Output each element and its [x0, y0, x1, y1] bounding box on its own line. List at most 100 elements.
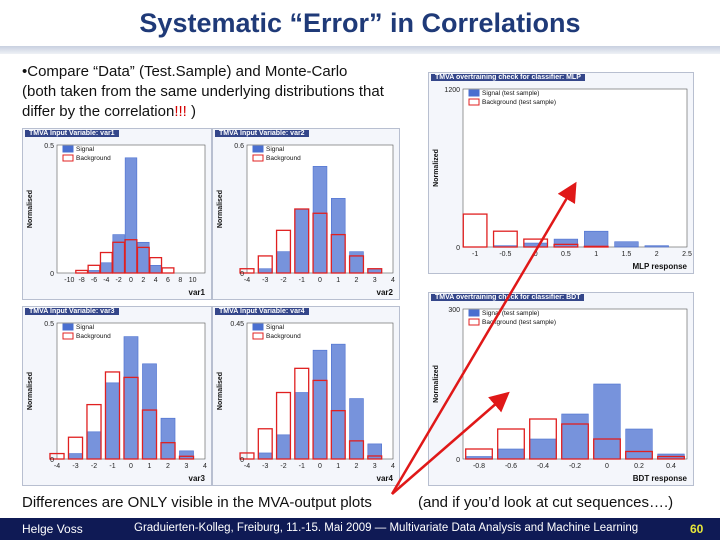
chart-2-ylabel: Normalised: [27, 372, 34, 410]
footer-bar: Helge Voss Graduierten-Kolleg, Freiburg,…: [0, 518, 720, 540]
chart-2-x-tick: 2: [166, 463, 170, 470]
title-divider: [0, 46, 720, 54]
chart-0-y-tick: 0.5: [44, 143, 54, 150]
chart-3-x-tick: -4: [244, 463, 250, 470]
chart-4-y-tick: 1200: [444, 87, 460, 94]
chart-2-legend-swatch: [62, 332, 74, 340]
chart-4-background-bar: [523, 238, 549, 248]
chart-2-background-bar: [49, 452, 65, 460]
slide-title: Systematic “Error” in Correlations: [139, 8, 581, 38]
bullet-line-3: differ by the correlation!!! ): [22, 102, 422, 122]
chart-5-y-tick: 0: [456, 457, 460, 464]
chart-1-background-bar: [330, 233, 346, 274]
chart-1-x-tick: 2: [355, 277, 359, 284]
note-mva-output: Differences are ONLY visible in the MVA-…: [22, 494, 372, 511]
chart-2-legend-swatch: [62, 323, 74, 331]
bullet-line-2: (both taken from the same underlying dis…: [22, 83, 384, 100]
chart-1-background-bar: [294, 208, 310, 274]
chart-5-background-bar: [593, 438, 621, 460]
chart-3-background-bar: [348, 440, 365, 460]
chart-0-x-tick: 8: [178, 277, 182, 284]
chart-1-background-bar: [257, 255, 273, 274]
chart-5-background-bar: [497, 428, 525, 460]
chart-1-x-tick: -4: [244, 277, 250, 284]
note-cut-sequences: (and if you’d look at cut sequences….): [418, 494, 674, 511]
chart-4-legend-label: Signal (test sample): [482, 90, 539, 97]
chart-1-xlabel: var2: [377, 288, 394, 297]
chart-0-y-tick: 0: [50, 271, 54, 278]
chart-4-ylabel: Normalized: [433, 149, 440, 187]
chart-0-xlabel: var1: [189, 288, 206, 297]
chart-0-ylabel: Normalised: [27, 190, 34, 228]
chart-5-x-tick: 0: [605, 463, 609, 470]
chart-3-legend-label: Signal: [266, 324, 285, 331]
bullet-line-3-text: differ by the correlation: [22, 103, 175, 120]
plot-mlp: TMVA overtraining check for classifier: …: [428, 72, 694, 274]
chart-4-svg: -1 -0.5 0 0.5 1 1.5 2 2.5 0 1200 MLP response Norma…: [433, 87, 692, 271]
chart-5-legend-label: Background (test sample): [482, 319, 556, 326]
chart-2-y-tick: 0: [50, 457, 54, 464]
chart-1-background-bar: [367, 268, 383, 274]
chart-2-y-tick: 0.5: [44, 321, 54, 328]
chart-3-background-bar: [294, 367, 310, 460]
chart-2-x-tick: 1: [148, 463, 152, 470]
chart-5-x-tick: -0.4: [537, 463, 549, 470]
chart-3-background-bar: [257, 428, 273, 460]
chart-5-background-bar: [657, 455, 685, 460]
chart-4-legend-label: Background (test sample): [482, 99, 556, 106]
chart-2-legend-label: Signal: [76, 324, 95, 331]
chart-1-legend-label: Background: [266, 155, 301, 162]
chart-2-background-bar: [178, 455, 195, 460]
chart-0-legend-swatch: [62, 154, 74, 162]
chart-3-x-tick: 3: [373, 463, 377, 470]
chart-2-background-bar: [86, 403, 102, 460]
chart-3-background-bar: [367, 455, 383, 460]
chart-5-background-bar: [625, 450, 653, 460]
chart-1-background-bar: [239, 268, 255, 274]
chart-3-background-bar: [330, 409, 346, 460]
chart-1-background-bar: [348, 255, 365, 274]
chart-3-legend-swatch: [252, 323, 264, 331]
plot-var4: TMVA Input Variable: var4 -4 -3 -2 -1 0 1 2 3 4 0…: [212, 306, 400, 486]
chart-3-x-tick: 4: [391, 463, 395, 470]
chart-5-x-tick: -0.6: [505, 463, 517, 470]
chart-1-background-bar: [275, 229, 292, 274]
chart-4-xlabel: MLP response: [632, 262, 687, 271]
footer-author: Helge Voss: [22, 522, 83, 536]
chart-2-x-tick: -2: [91, 463, 97, 470]
chart-1-x-tick: 0: [318, 277, 322, 284]
chart-2-x-tick: -1: [109, 463, 115, 470]
chart-4-legend-swatch: [468, 89, 480, 97]
chart-4-background-bar: [583, 245, 609, 248]
bullet-line-3-end: ): [186, 103, 196, 120]
plot-mlp-title: TMVA overtraining check for classifier: …: [431, 74, 585, 81]
chart-0-legend-swatch: [62, 145, 74, 153]
chart-1-y-tick: 0: [240, 271, 244, 278]
chart-5-legend-label: Signal (test sample): [482, 310, 539, 317]
chart-0-x-tick: 2: [141, 277, 145, 284]
chart-2-x-tick: -4: [54, 463, 60, 470]
chart-1-legend-swatch: [252, 145, 264, 153]
chart-3-x-tick: -2: [280, 463, 286, 470]
chart-2-legend-label: Background: [76, 333, 111, 340]
chart-3-svg: -4 -3 -2 -1 0 1 2 3 4 0 0.45 var4 Normalised Signal Ba…: [217, 321, 395, 483]
chart-1-x-tick: -1: [299, 277, 305, 284]
chart-1-ylabel: Normalised: [217, 190, 224, 228]
chart-5-signal-bar: [561, 413, 589, 460]
chart-4-x-tick: 1: [594, 251, 598, 258]
chart-3-background-bar: [312, 379, 328, 460]
chart-3-x-tick: 0: [318, 463, 322, 470]
bullet-line-1: •Compare “Data” (Test.Sample) and Monte-…: [22, 63, 348, 80]
plot-var2: TMVA Input Variable: var2 -4 -3 -2 -1 0 1 2 3 4 0…: [212, 128, 400, 300]
arrow-to-bdt: [391, 391, 510, 495]
chart-3-x-tick: -1: [299, 463, 305, 470]
chart-0-legend-label: Signal: [76, 146, 95, 153]
chart-4-x-tick: 1.5: [622, 251, 632, 258]
chart-4-signal-bar: [614, 241, 639, 248]
chart-0-x-tick: 6: [166, 277, 170, 284]
chart-4-x-tick: -1: [472, 251, 478, 258]
chart-4-x-tick: 2: [655, 251, 659, 258]
chart-1-x-tick: -3: [262, 277, 268, 284]
chart-0-x-tick: -4: [103, 277, 109, 284]
chart-0-legend-label: Background: [76, 155, 111, 162]
